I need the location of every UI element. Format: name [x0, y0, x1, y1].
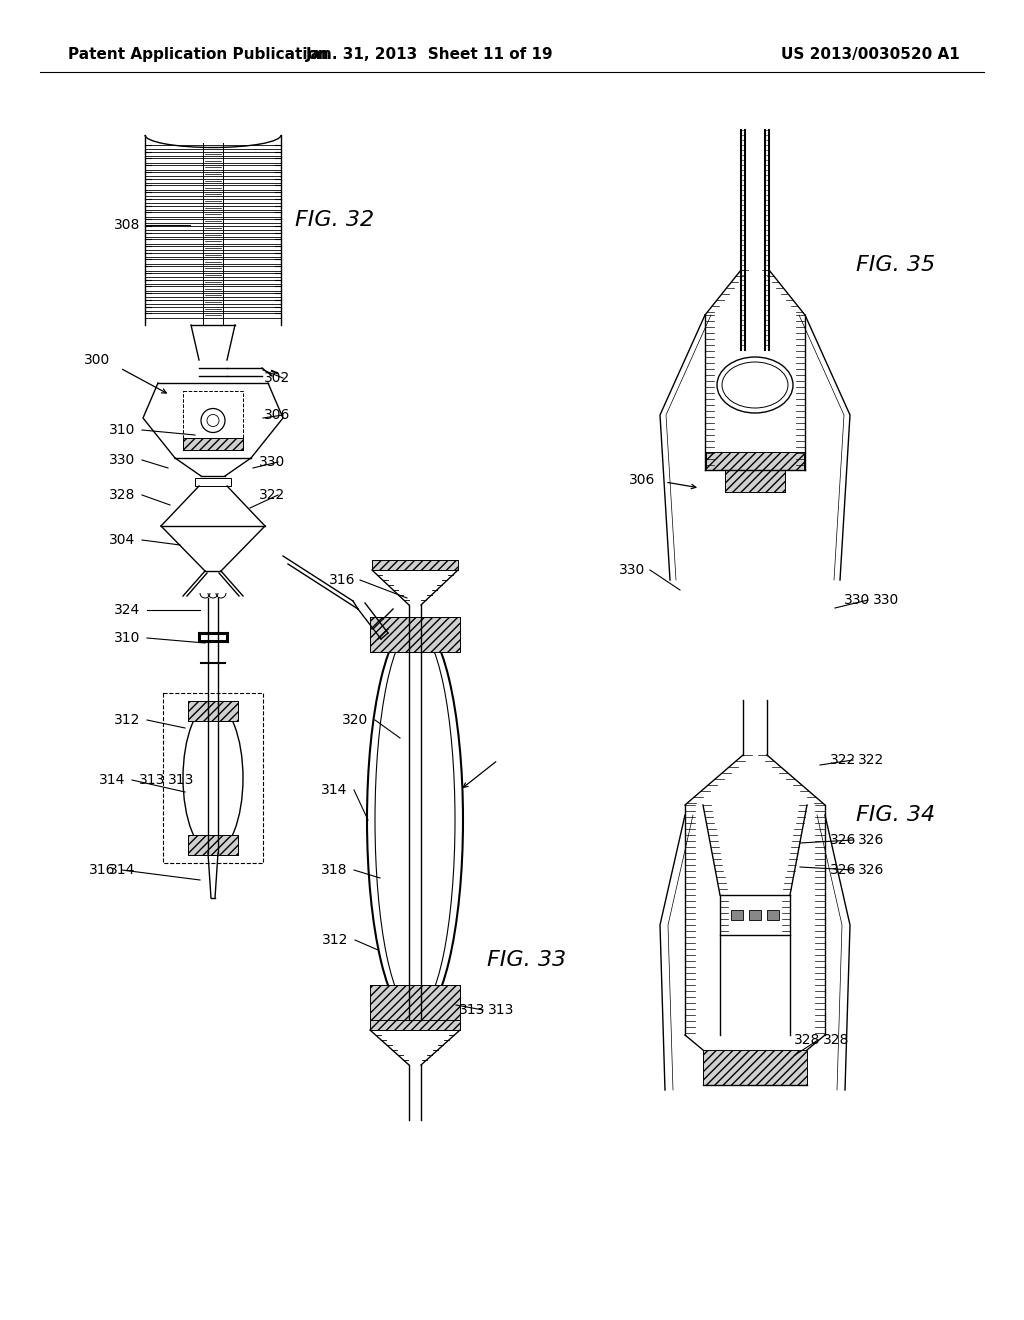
Bar [145, 152, 281, 156]
Bar [372, 560, 458, 570]
Text: 322: 322 [858, 752, 885, 767]
Text: 312: 312 [322, 933, 348, 946]
Text: FIG. 33: FIG. 33 [487, 950, 566, 970]
Text: 300: 300 [84, 352, 110, 367]
Bar [703, 1049, 807, 1085]
Bar [145, 246, 281, 251]
Bar [145, 273, 281, 277]
Bar [183, 391, 243, 450]
Bar [145, 172, 281, 177]
Bar [370, 985, 460, 1020]
Text: 302: 302 [264, 371, 290, 385]
Text: 316: 316 [88, 863, 115, 876]
Text: US 2013/0030520 A1: US 2013/0030520 A1 [781, 48, 961, 62]
Text: 316: 316 [329, 573, 355, 587]
Text: 306: 306 [263, 408, 290, 422]
Bar [370, 985, 460, 1020]
Text: FIG. 34: FIG. 34 [856, 805, 935, 825]
Bar [145, 178, 281, 183]
Text: 314: 314 [109, 863, 135, 876]
Bar [731, 909, 743, 920]
Text: 310: 310 [109, 422, 135, 437]
Text: 313: 313 [138, 774, 165, 787]
Bar [145, 206, 281, 210]
Bar [188, 701, 238, 721]
Text: 328: 328 [109, 488, 135, 502]
Bar [370, 616, 460, 652]
Bar [183, 438, 243, 450]
Bar [183, 438, 243, 450]
Bar [145, 145, 281, 149]
Bar [145, 158, 281, 162]
Text: 326: 326 [829, 833, 856, 847]
Bar [706, 451, 804, 470]
Bar [749, 909, 761, 920]
Text: 330: 330 [109, 453, 135, 467]
Text: 313: 313 [459, 1003, 485, 1016]
Text: 306: 306 [629, 473, 655, 487]
Text: 326: 326 [829, 863, 856, 876]
Bar [145, 280, 281, 284]
Bar [145, 226, 281, 230]
Bar [188, 836, 238, 855]
Text: 330: 330 [844, 593, 870, 607]
Text: 313: 313 [488, 1003, 514, 1016]
Bar [725, 470, 785, 492]
Text: 326: 326 [858, 833, 885, 847]
Bar [145, 293, 281, 297]
Bar [370, 616, 460, 652]
Text: 330: 330 [618, 564, 645, 577]
Bar [145, 313, 281, 318]
Bar [703, 1049, 807, 1085]
Bar [145, 185, 281, 190]
Bar [372, 560, 458, 570]
Text: 328: 328 [794, 1034, 820, 1047]
Text: 313: 313 [168, 774, 195, 787]
Bar [725, 470, 785, 492]
Text: 324: 324 [114, 603, 140, 616]
Bar [145, 300, 281, 304]
Bar [145, 252, 281, 257]
Bar [188, 701, 238, 721]
Text: 314: 314 [321, 783, 347, 797]
Bar [145, 306, 281, 312]
Text: 304: 304 [109, 533, 135, 546]
Bar [145, 213, 281, 216]
Text: 320: 320 [342, 713, 368, 727]
Bar [145, 165, 281, 169]
Bar [706, 451, 804, 470]
Bar [195, 478, 231, 486]
Text: 326: 326 [858, 863, 885, 876]
Bar [370, 1020, 460, 1030]
Bar [145, 199, 281, 203]
Bar [145, 232, 281, 236]
Text: 310: 310 [114, 631, 140, 645]
Text: 322: 322 [829, 752, 856, 767]
Text: Jan. 31, 2013  Sheet 11 of 19: Jan. 31, 2013 Sheet 11 of 19 [306, 48, 554, 62]
Text: 312: 312 [114, 713, 140, 727]
Bar [188, 836, 238, 855]
Text: 330: 330 [873, 593, 899, 607]
Text: 322: 322 [259, 488, 285, 502]
Text: 308: 308 [114, 218, 140, 232]
Bar [163, 693, 263, 863]
Text: Patent Application Publication: Patent Application Publication [68, 48, 329, 62]
Text: 330: 330 [259, 455, 285, 469]
Text: 328: 328 [823, 1034, 849, 1047]
Bar [145, 286, 281, 290]
Text: FIG. 32: FIG. 32 [295, 210, 374, 230]
Bar [767, 909, 779, 920]
Text: 318: 318 [321, 863, 347, 876]
Bar [370, 1020, 460, 1030]
Text: FIG. 35: FIG. 35 [856, 255, 935, 275]
Bar [145, 193, 281, 197]
Text: 314: 314 [98, 774, 125, 787]
Bar [145, 267, 281, 271]
Bar [145, 239, 281, 244]
Bar [145, 219, 281, 223]
Bar [145, 260, 281, 264]
